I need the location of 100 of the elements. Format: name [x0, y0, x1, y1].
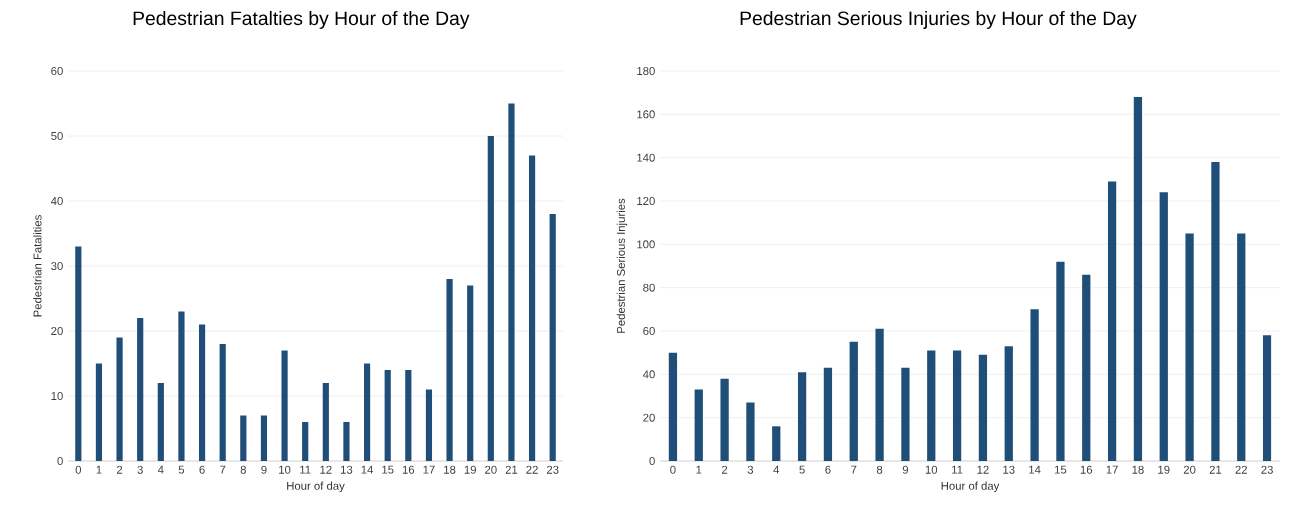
- x-tick-label: 7: [851, 465, 857, 474]
- bar: [260, 415, 268, 461]
- bar: [467, 285, 474, 461]
- bar: [720, 378, 729, 461]
- x-tick-label: 16: [402, 465, 415, 474]
- bar: [219, 344, 226, 461]
- x-tick-label: 0: [670, 465, 676, 474]
- x-tick-label: 15: [1054, 465, 1067, 474]
- x-tick-label: 2: [722, 465, 728, 474]
- bar: [1262, 335, 1272, 461]
- y-tick-label: 140: [637, 153, 655, 162]
- x-tick-label: 14: [361, 465, 374, 474]
- x-axis-title: Hour of day: [287, 481, 345, 493]
- x-tick-label: 10: [925, 465, 938, 474]
- bar: [281, 350, 288, 461]
- bar: [425, 389, 433, 461]
- x-tick-label: 4: [773, 465, 780, 474]
- bar: [240, 415, 247, 461]
- bar: [1133, 97, 1143, 461]
- x-tick-label: 14: [1029, 465, 1041, 474]
- x-tick-label: 11: [300, 465, 311, 474]
- x-tick-label: 13: [1003, 465, 1015, 474]
- x-tick-label: 1: [96, 465, 102, 474]
- x-tick-label: 19: [1158, 465, 1170, 474]
- bar: [116, 337, 123, 461]
- x-tick-label: 8: [876, 465, 883, 474]
- bar: [1082, 274, 1091, 461]
- bar: [178, 311, 185, 461]
- x-tick-label: 20: [1183, 465, 1196, 474]
- x-tick-label: 19: [464, 465, 476, 474]
- x-tick-label: 18: [1132, 465, 1144, 474]
- y-tick-label: 40: [642, 370, 655, 379]
- bar: [823, 367, 833, 461]
- x-tick-label: 3: [137, 465, 143, 474]
- x-tick-label: 1: [696, 465, 702, 474]
- x-tick-label: 21: [1209, 465, 1222, 474]
- bar: [668, 352, 678, 461]
- x-tick-label: 17: [423, 465, 435, 474]
- bar: [549, 214, 556, 461]
- x-tick-label: 7: [220, 465, 226, 474]
- bar: [198, 324, 206, 461]
- y-tick-label: 60: [51, 67, 63, 76]
- y-tick-label: 0: [649, 457, 655, 466]
- x-tick-label: 2: [116, 465, 123, 474]
- y-axis-title: Pedestrian Fatalities: [33, 215, 42, 317]
- x-tick-label: 5: [178, 465, 185, 474]
- bar: [487, 136, 494, 461]
- x-tick-label: 6: [199, 465, 205, 474]
- chart-title: Pedestrian Fatalties by Hour of the Day: [133, 10, 470, 29]
- y-axis-title: Pedestrian Serious Injuries: [616, 198, 628, 333]
- y-tick-label: 100: [637, 240, 655, 249]
- bar: [901, 367, 910, 461]
- bar: [952, 350, 962, 461]
- bar: [157, 383, 164, 461]
- x-axis-title: Hour of day: [941, 481, 1000, 493]
- bar: [927, 350, 936, 461]
- bar: [746, 402, 755, 461]
- bar: [1185, 233, 1194, 461]
- x-tick-label: 17: [1106, 465, 1118, 474]
- bar: [384, 370, 391, 461]
- y-tick-label: 40: [50, 197, 63, 206]
- bar: [75, 246, 82, 461]
- bar: [694, 389, 703, 461]
- y-tick-label: 80: [643, 283, 655, 292]
- y-tick-label: 60: [643, 327, 655, 336]
- x-tick-label: 8: [240, 465, 246, 474]
- bar: [322, 383, 329, 461]
- x-tick-label: 21: [505, 465, 518, 474]
- y-tick-label: 10: [51, 392, 63, 401]
- bar: [1237, 233, 1246, 461]
- bar: [1030, 309, 1039, 461]
- bar: [343, 422, 350, 461]
- bar: [849, 341, 858, 461]
- bar: [302, 422, 309, 461]
- x-tick-label: 11: [952, 465, 963, 474]
- y-tick-label: 160: [637, 110, 655, 119]
- bar: [1107, 181, 1117, 461]
- x-tick-label: 3: [747, 465, 754, 474]
- bar: [446, 279, 453, 461]
- y-tick-label: 180: [637, 67, 655, 76]
- bar: [1211, 162, 1220, 461]
- bar: [1004, 346, 1013, 461]
- x-tick-label: 0: [75, 465, 82, 474]
- bar: [137, 318, 144, 461]
- x-tick-label: 13: [341, 465, 353, 474]
- y-tick-label: 30: [51, 262, 63, 271]
- bar: [978, 354, 988, 461]
- bar: [797, 372, 807, 461]
- x-tick-label: 12: [977, 465, 989, 474]
- bar: [772, 426, 781, 461]
- chart-title: Pedestrian Serious Injuries by Hour of the Day: [740, 10, 1137, 29]
- bar: [363, 363, 371, 461]
- y-tick-label: 20: [643, 413, 655, 422]
- x-tick-label: 12: [320, 465, 332, 474]
- x-tick-label: 9: [902, 465, 909, 474]
- y-tick-label: 120: [637, 197, 655, 206]
- x-tick-label: 16: [1080, 465, 1093, 474]
- bar: [405, 370, 412, 461]
- bar: [528, 155, 536, 461]
- bar: [95, 363, 103, 461]
